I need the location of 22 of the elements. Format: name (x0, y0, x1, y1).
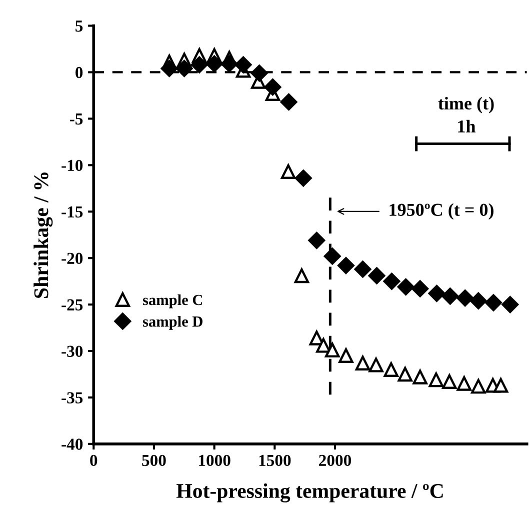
annotation: time (t) (438, 96, 494, 114)
y-tick-label: -40 (62, 438, 83, 450)
y-tick-label: -35 (62, 392, 83, 404)
legend-label: sample C (142, 294, 202, 308)
y-tick-label: -30 (62, 346, 83, 357)
x-tick-label: 500 (142, 454, 166, 466)
y-tick-label: -15 (62, 206, 83, 218)
y-tick-label: -25 (62, 299, 83, 310)
annotation: 1h (458, 120, 476, 132)
x-tick-label: 1500 (259, 454, 291, 466)
y-tick-label: -10 (62, 160, 83, 172)
y-axis-title: Shrinkage / % (34, 172, 53, 298)
x-tick-label: 1000 (198, 454, 230, 466)
annotation: 1950ºC (t = 0) (390, 203, 494, 220)
y-tick-label: 5 (76, 20, 83, 32)
x-tick-label: 0 (90, 454, 98, 466)
x-tick-label: 2000 (319, 454, 352, 466)
x-axis-title: Hot-pressing temperature / ºC (176, 483, 443, 502)
y-tick-label: -20 (62, 252, 83, 264)
legend-label: sample D (142, 316, 202, 330)
y-tick-label: -5 (70, 114, 83, 125)
y-tick-label: 0 (76, 66, 83, 78)
